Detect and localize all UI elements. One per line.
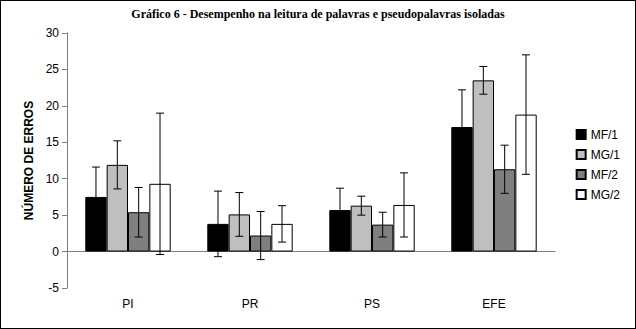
- svg-text:MG/2: MG/2: [591, 188, 621, 202]
- svg-text:NÚMERO DE ERROS: NÚMERO DE ERROS: [21, 101, 36, 220]
- svg-text:MF/1: MF/1: [591, 128, 619, 142]
- svg-text:PS: PS: [364, 297, 380, 311]
- svg-text:20: 20: [46, 99, 60, 113]
- svg-text:25: 25: [46, 62, 60, 76]
- svg-text:PR: PR: [242, 297, 259, 311]
- svg-text:MF/2: MF/2: [591, 168, 619, 182]
- svg-text:15: 15: [46, 135, 60, 149]
- svg-text:10: 10: [46, 172, 60, 186]
- svg-text:PI: PI: [122, 297, 133, 311]
- svg-text:30: 30: [46, 26, 60, 40]
- svg-text:5: 5: [52, 208, 59, 222]
- svg-text:Gráfico 6 - Desempenho na leit: Gráfico 6 - Desempenho na leitura de pal…: [131, 7, 505, 21]
- svg-text:MG/1: MG/1: [591, 148, 621, 162]
- svg-text:0: 0: [52, 245, 59, 259]
- svg-text:-5: -5: [48, 281, 59, 295]
- svg-text:EFE: EFE: [482, 297, 505, 311]
